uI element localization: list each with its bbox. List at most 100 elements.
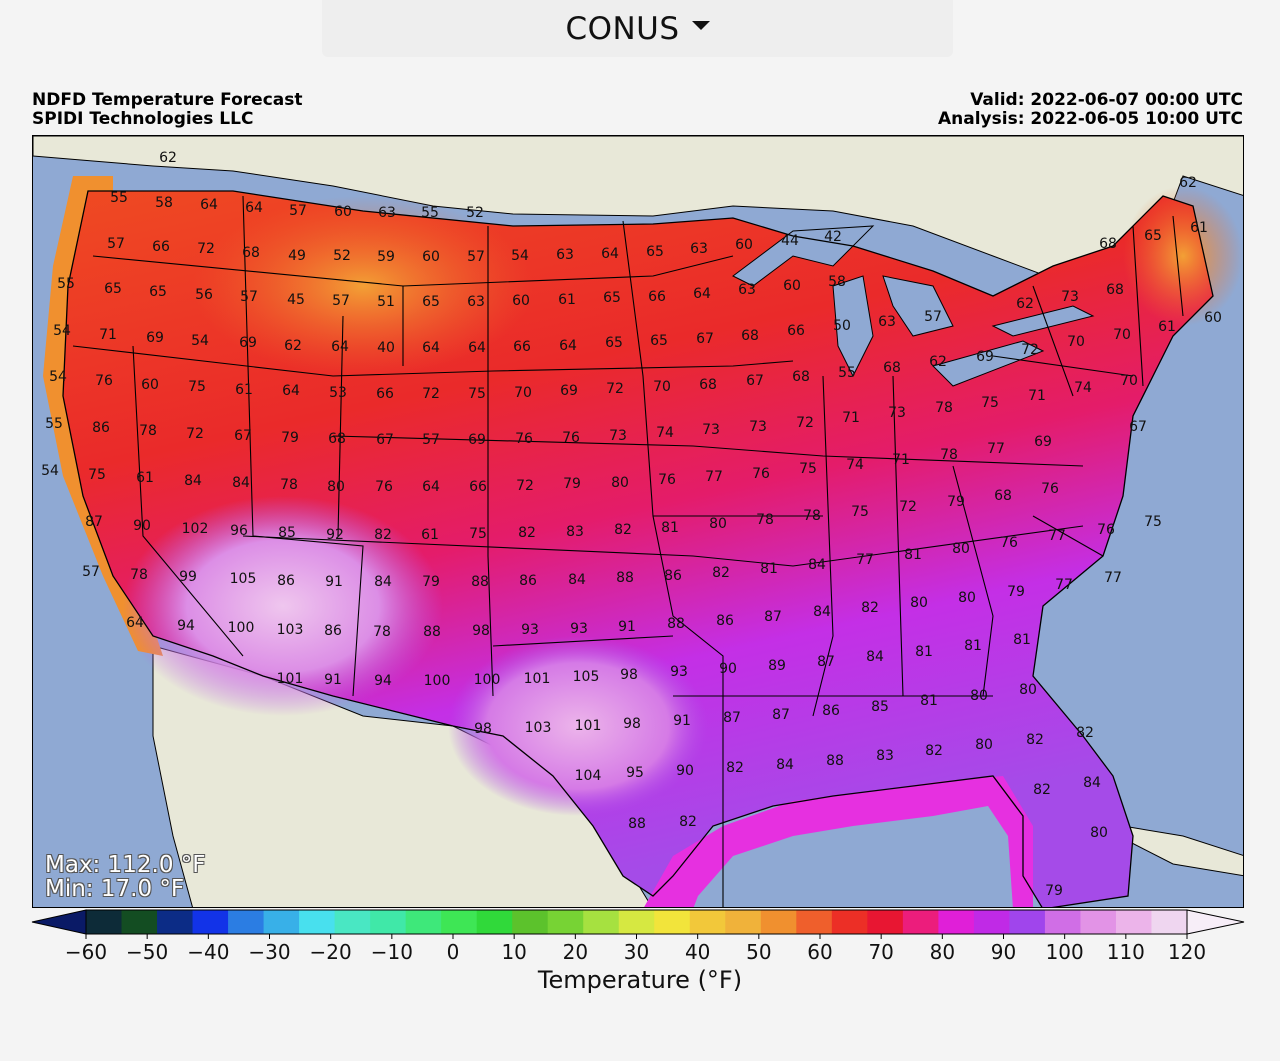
map-temp-label: 72 bbox=[899, 499, 917, 515]
map-temp-label: 75 bbox=[981, 395, 999, 411]
map-temp-label: 75 bbox=[88, 467, 106, 483]
map-temp-label: 88 bbox=[423, 624, 441, 640]
map-temp-label: 96 bbox=[230, 523, 248, 539]
map-temp-label: 58 bbox=[828, 274, 846, 290]
map-temp-label: 49 bbox=[288, 248, 306, 264]
map-temp-label: 79 bbox=[422, 574, 440, 590]
colorbar-bin bbox=[1009, 910, 1046, 934]
map-temp-label: 65 bbox=[605, 335, 623, 351]
map-temp-label: 63 bbox=[556, 247, 574, 263]
map-temp-label: 88 bbox=[616, 570, 634, 586]
colorbar-bin bbox=[86, 910, 123, 934]
map-temp-label: 67 bbox=[1129, 419, 1147, 435]
us-boundary bbox=[62, 190, 1214, 907]
map-temp-label: 82 bbox=[861, 600, 879, 616]
map-temp-label: 69 bbox=[146, 330, 164, 346]
map-temp-label: 72 bbox=[796, 415, 814, 431]
map-temp-label: 64 bbox=[422, 479, 440, 495]
map-temp-label: 85 bbox=[278, 525, 296, 541]
map-temp-label: 45 bbox=[287, 292, 305, 308]
map-temp-label: 101 bbox=[277, 671, 304, 687]
map-temp-label: 87 bbox=[85, 514, 103, 530]
map-temp-label: 64 bbox=[559, 338, 577, 354]
colorbar-bin bbox=[192, 910, 229, 934]
colorbar-ticks: −60 −50 −40 −30 −20 −10 0 10 20 30 40 50 60 70 80 90 100… bbox=[65, 934, 1206, 964]
map-temp-label: 70 bbox=[514, 385, 532, 401]
map-temp-label: 82 bbox=[925, 743, 943, 759]
map-temp-label: 82 bbox=[1033, 782, 1051, 798]
map-title: NDFD Temperature Forecast bbox=[32, 90, 303, 110]
map-temp-label: 65 bbox=[422, 294, 440, 310]
map-temp-label: 66 bbox=[152, 239, 170, 255]
map-temp-label: 82 bbox=[1026, 732, 1044, 748]
region-select[interactable]: CONUS bbox=[322, 0, 953, 57]
colorbar-bin bbox=[512, 910, 549, 934]
analysis-time: Analysis: 2022-06-05 10:00 UTC bbox=[938, 109, 1243, 129]
map-temp-label: 61 bbox=[136, 470, 154, 486]
map-temp-label: 55 bbox=[45, 416, 63, 432]
colorbar-bin bbox=[1044, 910, 1081, 934]
map-temp-label: 105 bbox=[230, 571, 257, 587]
map-temp-label: 80 bbox=[611, 475, 629, 491]
map-temp-label: 80 bbox=[970, 688, 988, 704]
map-temp-label: 77 bbox=[1055, 577, 1073, 593]
map-temp-label: 68 bbox=[242, 245, 260, 261]
map-temp-label: 98 bbox=[474, 721, 492, 737]
map-temp-label: 67 bbox=[746, 373, 764, 389]
map-temp-label: 91 bbox=[618, 619, 636, 635]
colorbar-tick-label: 0 bbox=[447, 940, 460, 964]
map-temp-label: 70 bbox=[653, 379, 671, 395]
colorbar-tick-label: 90 bbox=[991, 940, 1016, 964]
map-temp-label: 103 bbox=[277, 622, 304, 638]
max-value: Max: 112.0 °F bbox=[45, 852, 206, 878]
map-temp-label: 73 bbox=[702, 422, 720, 438]
map-temp-label: 95 bbox=[626, 765, 644, 781]
map-temp-label: 57 bbox=[422, 432, 440, 448]
map-temp-label: 84 bbox=[568, 572, 586, 588]
maine-cool-area bbox=[1123, 186, 1243, 326]
colorbar-tick-label: 60 bbox=[807, 940, 832, 964]
map-temp-label: 81 bbox=[920, 693, 938, 709]
map-temp-label: 91 bbox=[673, 713, 691, 729]
map-temp-label: 84 bbox=[1083, 775, 1101, 791]
map-canvas: 62 55 58 64 64 57 60 63 55 52 57 66 72 68 49 52 59 60 57 54… bbox=[33, 136, 1243, 907]
map-temp-label: 59 bbox=[377, 249, 395, 265]
map-temp-label: 72 bbox=[606, 381, 624, 397]
map-temp-label: 100 bbox=[474, 672, 501, 688]
map-temp-label: 91 bbox=[324, 672, 342, 688]
map-temp-label: 78 bbox=[756, 512, 774, 528]
map-temp-label: 76 bbox=[375, 479, 393, 495]
map-temp-label: 73 bbox=[749, 419, 767, 435]
canada-land bbox=[33, 136, 1243, 287]
colorbar-tick-label: 70 bbox=[868, 940, 893, 964]
map-temp-label: 64 bbox=[245, 200, 263, 216]
map-temp-label: 89 bbox=[768, 658, 786, 674]
map-temp-label: 66 bbox=[787, 323, 805, 339]
map-temp-label: 63 bbox=[690, 241, 708, 257]
map-temp-label: 77 bbox=[856, 552, 874, 568]
map-temp-label: 62 bbox=[284, 338, 302, 354]
map-temp-label: 54 bbox=[511, 248, 529, 264]
map-temp-label: 75 bbox=[851, 504, 869, 520]
map-temp-label: 58 bbox=[155, 195, 173, 211]
temperature-map[interactable]: 62 55 58 64 64 57 60 63 55 52 57 66 72 68 49 52 59 60 57 54… bbox=[32, 135, 1244, 908]
map-temp-label: 69 bbox=[976, 349, 994, 365]
map-temp-label: 100 bbox=[424, 673, 451, 689]
map-temp-label: 93 bbox=[570, 621, 588, 637]
map-temp-label: 68 bbox=[741, 328, 759, 344]
map-temp-label: 73 bbox=[609, 428, 627, 444]
colorbar-bin bbox=[121, 910, 158, 934]
map-temp-label: 79 bbox=[1045, 883, 1063, 899]
map-temp-label: 55 bbox=[110, 190, 128, 206]
map-temp-label: 78 bbox=[940, 447, 958, 463]
map-temp-label: 55 bbox=[421, 205, 439, 221]
map-temp-label: 79 bbox=[281, 430, 299, 446]
map-temp-label: 68 bbox=[328, 431, 346, 447]
map-temp-label: 78 bbox=[139, 423, 157, 439]
map-temp-label: 60 bbox=[1204, 310, 1222, 326]
map-temp-label: 64 bbox=[282, 383, 300, 399]
map-temp-label: 86 bbox=[519, 573, 537, 589]
map-temp-label: 75 bbox=[188, 379, 206, 395]
colorbar-tick-label: 30 bbox=[624, 940, 649, 964]
colorbar-bin bbox=[902, 910, 939, 934]
